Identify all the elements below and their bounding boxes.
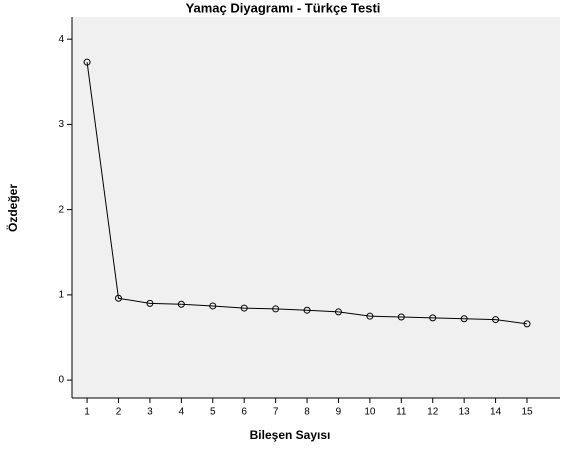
chart-title: Yamaç Diyagramı - Türkçe Testi [186,0,381,15]
data-point [460,315,468,323]
data-point [83,58,91,66]
x-tick-label: 14 [490,407,502,418]
x-tick-label: 3 [147,407,153,418]
x-axis-label: Bileşen Sayısı [250,428,331,442]
data-point [303,306,311,314]
x-tick-label: 4 [179,407,185,418]
data-point [209,302,217,310]
data-point [492,316,500,324]
data-point [146,299,154,307]
data-point [177,300,185,308]
data-point [429,314,437,322]
x-tick-label: 10 [364,407,376,418]
x-tick-label: 7 [273,407,279,418]
x-tick-label: 11 [396,407,407,418]
y-tick-label: 1 [58,290,64,301]
x-tick-label: 5 [210,407,216,418]
x-tick-label: 13 [459,407,471,418]
y-tick-label: 3 [58,119,64,130]
x-tick-label: 15 [521,407,533,418]
y-tick-label: 4 [58,34,64,45]
x-tick-label: 12 [427,407,439,418]
x-tick-label: 6 [241,407,247,418]
y-tick-label: 2 [58,204,64,215]
y-axis-label: Özdeğer [5,184,20,232]
x-tick-label: 9 [336,407,342,418]
data-point [240,304,248,312]
data-point [366,312,374,320]
x-tick-label: 2 [116,407,122,418]
data-point [334,308,342,316]
x-tick-label: 1 [84,407,90,418]
series-line [86,62,528,325]
data-point [523,320,531,328]
y-tick-label: 0 [58,375,64,386]
x-tick-label: 8 [304,407,310,418]
plot-area [72,17,560,398]
data-point [115,294,123,302]
data-point [272,305,280,313]
data-point [397,313,405,321]
